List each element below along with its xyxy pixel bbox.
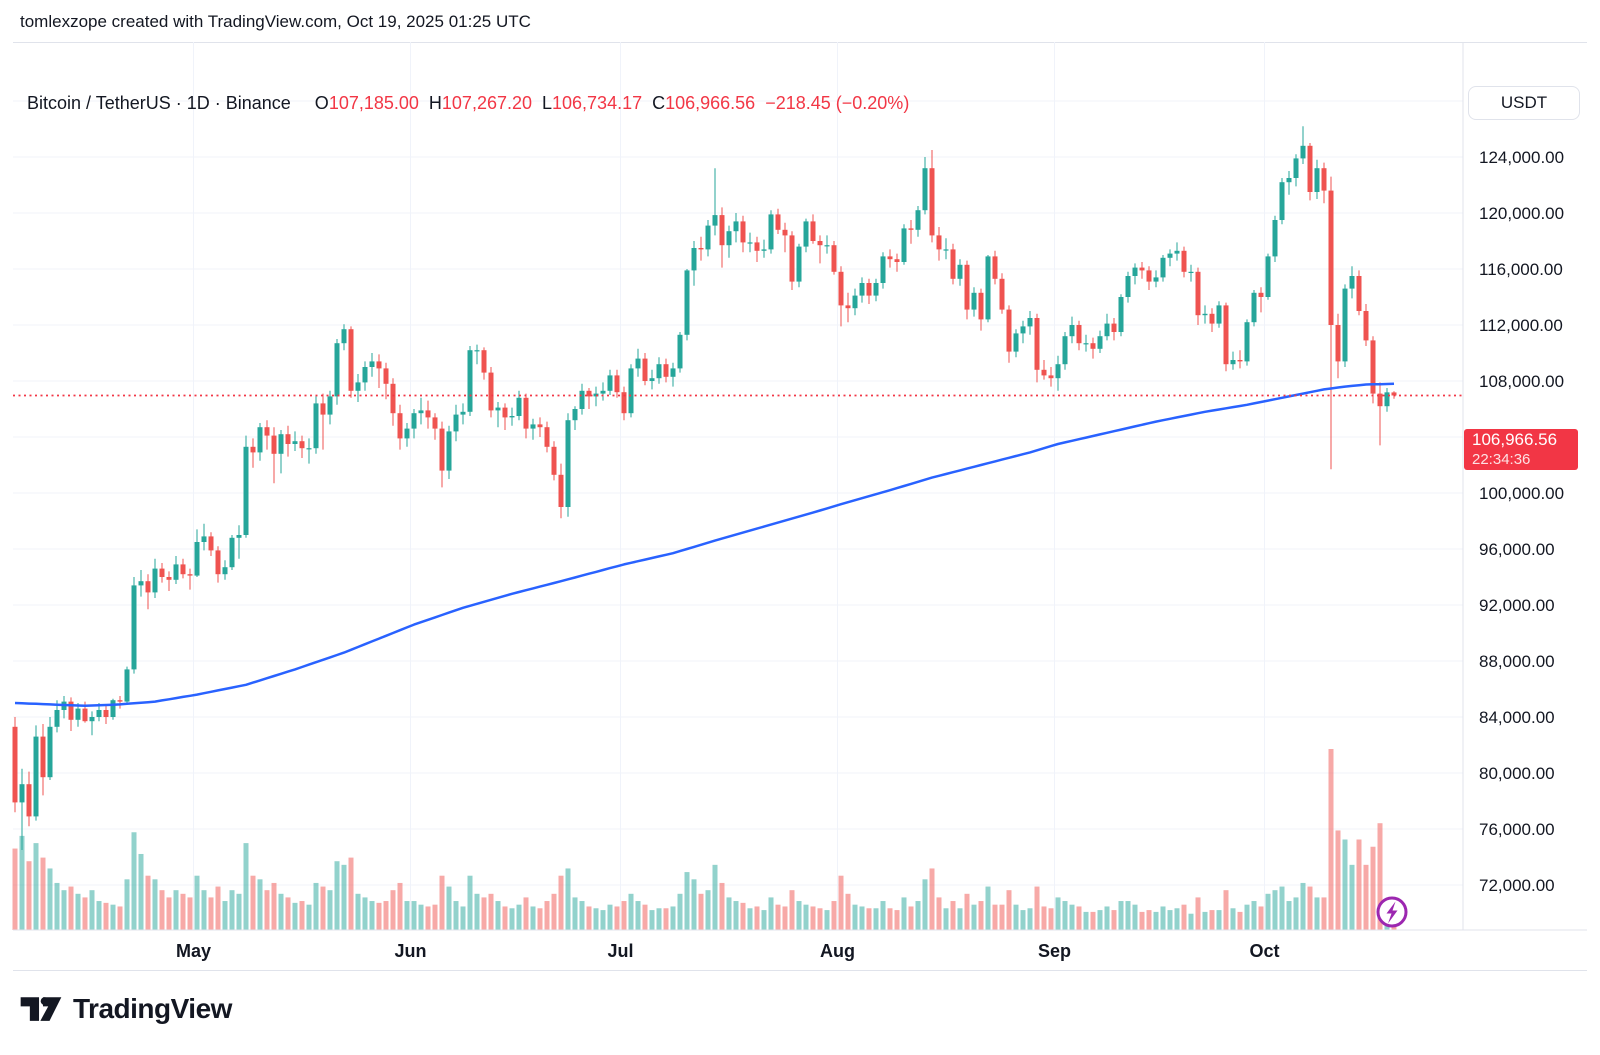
- last-price-value: 106,966.56: [1472, 430, 1558, 449]
- low-label: L: [542, 93, 553, 113]
- tradingview-logo-text: TradingView: [73, 993, 232, 1024]
- svg-text:112,000.00: 112,000.00: [1479, 316, 1563, 335]
- svg-text:Jun: Jun: [394, 941, 426, 961]
- widget-bottom-border: [13, 970, 1587, 971]
- svg-text:92,000.00: 92,000.00: [1479, 596, 1555, 615]
- svg-text:80,000.00: 80,000.00: [1479, 764, 1555, 783]
- svg-text:Aug: Aug: [820, 941, 855, 961]
- svg-text:Sep: Sep: [1038, 941, 1071, 961]
- ma-line: [14, 382, 1395, 708]
- close-label: C: [652, 93, 666, 113]
- svg-text:May: May: [176, 941, 211, 961]
- high-label: H: [428, 93, 442, 113]
- svg-text:76,000.00: 76,000.00: [1479, 820, 1555, 839]
- bar-countdown: 22:34:36: [1472, 451, 1531, 468]
- svg-text:116,000.00: 116,000.00: [1479, 260, 1563, 279]
- svg-text:124,000.00: 124,000.00: [1479, 148, 1564, 167]
- chart-widget: 128,000.00124,000.00120,000.00116,000.00…: [0, 42, 1600, 970]
- low-value: 106,734.17: [552, 93, 643, 113]
- footer-brand[interactable]: TradingView: [20, 993, 232, 1025]
- open-label: O: [314, 93, 329, 113]
- svg-text:120,000.00: 120,000.00: [1479, 204, 1564, 223]
- high-value: 107,267.20: [441, 93, 532, 113]
- close-value: 106,966.56: [665, 93, 756, 113]
- svg-text:Oct: Oct: [1249, 941, 1279, 961]
- svg-text:72,000.00: 72,000.00: [1479, 876, 1555, 895]
- svg-text:100,000.00: 100,000.00: [1479, 484, 1564, 503]
- symbol-title[interactable]: Bitcoin / TetherUS · 1D · Binance: [27, 93, 291, 113]
- tradingview-logo-icon: [20, 997, 62, 1021]
- open-value: 107,185.00: [328, 93, 419, 113]
- widget-top-border: [13, 42, 1587, 43]
- last-price-badge[interactable]: 106,966.56 22:34:36: [1464, 429, 1578, 470]
- svg-text:84,000.00: 84,000.00: [1479, 708, 1555, 727]
- grid-lines: [13, 42, 1463, 930]
- currency-toggle-button[interactable]: USDT: [1468, 86, 1580, 120]
- svg-text:96,000.00: 96,000.00: [1479, 540, 1555, 559]
- svg-text:Jul: Jul: [607, 941, 633, 961]
- volume-bars: [12, 749, 1397, 930]
- price-axis-labels[interactable]: 128,000.00124,000.00120,000.00116,000.00…: [1479, 92, 1564, 895]
- svg-text:88,000.00: 88,000.00: [1479, 652, 1555, 671]
- price-chart-canvas[interactable]: 128,000.00124,000.00120,000.00116,000.00…: [0, 42, 1600, 970]
- lightning-icon[interactable]: [1376, 896, 1408, 928]
- svg-text:108,000.00: 108,000.00: [1479, 372, 1564, 391]
- chart-legend[interactable]: Bitcoin / TetherUS · 1D · Binance O107,18…: [27, 93, 909, 114]
- time-axis-labels[interactable]: May Jun Jul Aug Sep Oct: [176, 941, 1280, 961]
- candlesticks: [12, 126, 1397, 850]
- attribution-text: tomlexzope created with TradingView.com,…: [20, 12, 531, 31]
- change-value: −218.45 (−0.20%): [765, 93, 910, 113]
